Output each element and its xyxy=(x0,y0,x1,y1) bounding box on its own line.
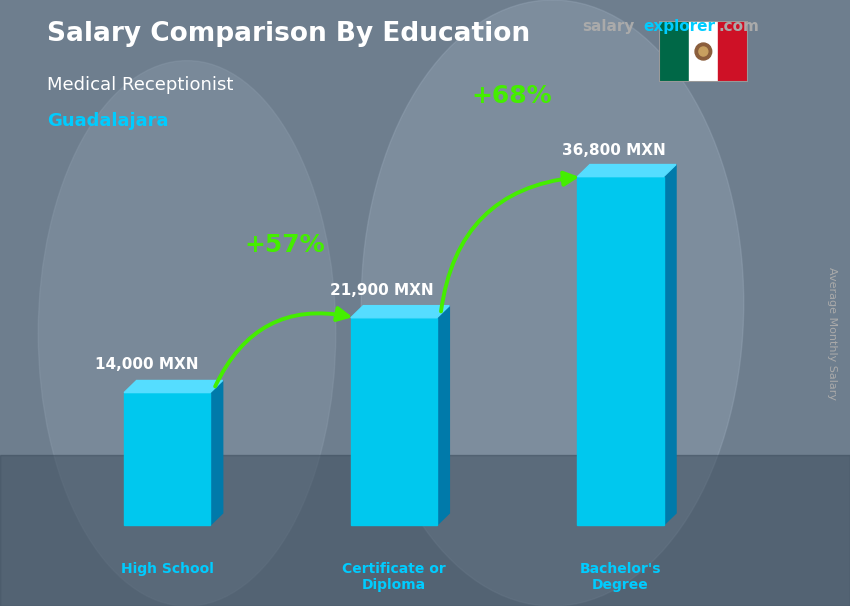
Text: Average Monthly Salary: Average Monthly Salary xyxy=(827,267,837,400)
Text: +57%: +57% xyxy=(244,233,325,257)
Text: Salary Comparison By Education: Salary Comparison By Education xyxy=(47,21,530,47)
Ellipse shape xyxy=(38,61,336,606)
Text: salary: salary xyxy=(582,19,635,35)
Bar xyxy=(124,393,210,525)
Text: High School: High School xyxy=(121,562,213,576)
Text: .com: .com xyxy=(718,19,759,35)
Bar xyxy=(577,177,664,525)
Bar xyxy=(659,21,688,82)
Text: explorer: explorer xyxy=(643,19,716,35)
Polygon shape xyxy=(210,381,223,525)
Polygon shape xyxy=(664,165,676,525)
Bar xyxy=(688,21,718,82)
Ellipse shape xyxy=(361,0,744,606)
Polygon shape xyxy=(351,305,450,318)
Text: 14,000 MXN: 14,000 MXN xyxy=(94,358,198,373)
Text: Bachelor's
Degree: Bachelor's Degree xyxy=(580,562,661,592)
Bar xyxy=(0,454,850,606)
Text: 21,900 MXN: 21,900 MXN xyxy=(331,282,434,298)
Polygon shape xyxy=(577,165,676,177)
Bar xyxy=(351,318,437,525)
Text: +68%: +68% xyxy=(471,84,552,108)
Text: Medical Receptionist: Medical Receptionist xyxy=(47,76,233,94)
Circle shape xyxy=(699,47,708,56)
Text: Certificate or
Diploma: Certificate or Diploma xyxy=(342,562,445,592)
Polygon shape xyxy=(124,381,223,393)
Text: Guadalajara: Guadalajara xyxy=(47,112,168,130)
Circle shape xyxy=(695,43,711,60)
Bar xyxy=(718,21,748,82)
Polygon shape xyxy=(437,305,450,525)
Text: 36,800 MXN: 36,800 MXN xyxy=(562,144,666,159)
